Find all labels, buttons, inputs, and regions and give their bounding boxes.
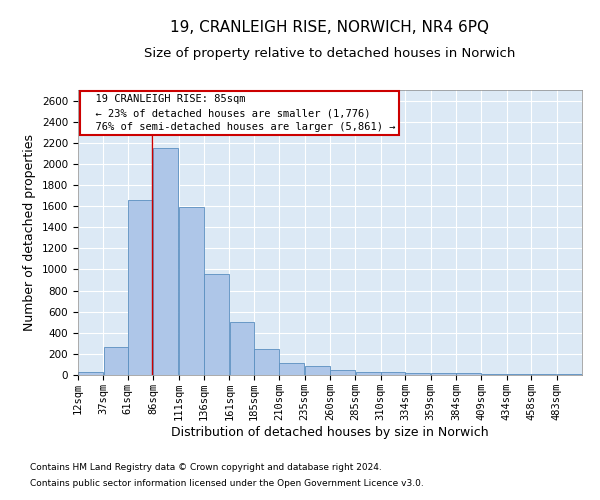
Text: Size of property relative to detached houses in Norwich: Size of property relative to detached ho… (145, 48, 515, 60)
Bar (482, 374, 506, 375)
Bar (532, 374, 556, 375)
Bar (305, 366, 330, 375)
Text: Contains public sector information licensed under the Open Government Licence v3: Contains public sector information licen… (30, 478, 424, 488)
Bar (557, 374, 582, 375)
Bar (179, 207, 204, 375)
Text: 19, CRANLEIGH RISE, NORWICH, NR4 6PQ: 19, CRANLEIGH RISE, NORWICH, NR4 6PQ (170, 20, 490, 35)
Bar (128, 200, 153, 375)
Bar (507, 374, 531, 375)
X-axis label: Distribution of detached houses by size in Norwich: Distribution of detached houses by size … (171, 426, 489, 438)
Text: 19 CRANLEIGH RISE: 85sqm
  ← 23% of detached houses are smaller (1,776)
  76% of: 19 CRANLEIGH RISE: 85sqm ← 23% of detach… (83, 94, 395, 132)
Bar (330, 370, 355, 375)
Bar (230, 322, 254, 375)
Bar (381, 372, 405, 375)
Bar (456, 374, 481, 375)
Bar (154, 148, 178, 375)
Bar (406, 373, 430, 375)
Bar (204, 274, 229, 375)
Bar (431, 373, 456, 375)
Bar (78, 372, 103, 375)
Bar (104, 346, 128, 375)
Text: Contains HM Land Registry data © Crown copyright and database right 2024.: Contains HM Land Registry data © Crown c… (30, 464, 382, 472)
Bar (356, 372, 380, 375)
Bar (254, 349, 279, 375)
Bar (280, 363, 304, 375)
Y-axis label: Number of detached properties: Number of detached properties (23, 134, 37, 331)
